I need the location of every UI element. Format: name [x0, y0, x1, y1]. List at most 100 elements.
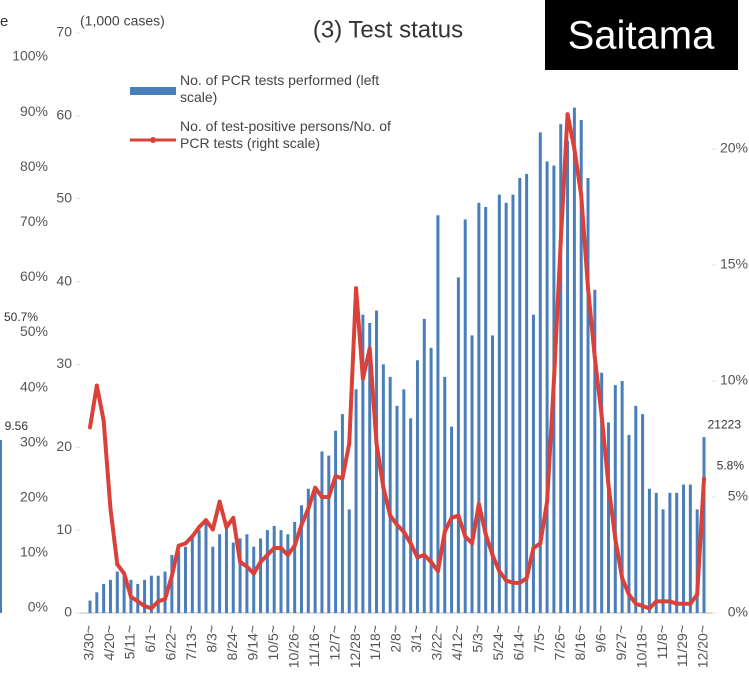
line-point — [210, 527, 215, 532]
bar — [545, 161, 549, 613]
line-point — [497, 569, 502, 574]
line-point — [319, 495, 324, 499]
line-point — [347, 441, 352, 446]
line-point — [667, 599, 672, 604]
x-tick-label: 5/3~ — [470, 625, 486, 653]
left-panel-tick: 100% — [12, 48, 48, 64]
bar — [634, 405, 638, 613]
line-point — [681, 601, 686, 606]
line-point — [128, 594, 133, 599]
value-label: 21223 — [708, 417, 742, 431]
bar — [149, 575, 153, 613]
y-tick-label: 50 — [56, 189, 72, 205]
line-point — [217, 499, 222, 504]
bar — [347, 509, 351, 613]
line-point — [565, 112, 570, 117]
x-tick-label: 5/24~ — [490, 625, 506, 660]
line-point — [326, 495, 331, 499]
legend-entry: No. of test-positive persons/No. of PCR … — [180, 118, 391, 151]
line-point — [476, 501, 481, 506]
x-tick-label: 12/7~ — [326, 625, 342, 660]
value-label: 5.8% — [717, 459, 745, 473]
bar — [252, 546, 256, 613]
bar — [190, 538, 194, 613]
x-tick-label: 10/18~ — [633, 625, 649, 668]
bar — [415, 360, 419, 613]
bar — [525, 173, 529, 613]
line-point — [142, 604, 147, 609]
line-point — [695, 592, 700, 597]
bar — [334, 430, 338, 613]
bar — [361, 314, 365, 613]
bar — [675, 492, 679, 613]
line-point — [388, 513, 393, 518]
line-point — [313, 485, 318, 490]
bar — [108, 579, 112, 613]
line-point — [395, 522, 399, 527]
line-point — [169, 573, 174, 578]
line-point — [633, 601, 638, 606]
bar — [606, 422, 610, 613]
line-point — [586, 286, 591, 291]
bar — [327, 455, 331, 613]
line-point — [517, 580, 522, 585]
bar — [204, 521, 208, 613]
badge: Saitama — [568, 14, 715, 58]
line-point — [510, 580, 515, 585]
line-point — [149, 606, 154, 611]
bar — [600, 372, 604, 613]
line-point — [354, 286, 359, 291]
cut-text: e — [0, 13, 8, 30]
bar — [436, 215, 440, 614]
x-tick-label: 8/16~ — [572, 625, 588, 660]
line-point — [244, 564, 249, 569]
bar — [470, 335, 474, 613]
x-tick-label: 7/13~ — [183, 625, 199, 660]
bar — [463, 219, 467, 613]
x-tick-label: 9/6~ — [592, 625, 608, 653]
bar — [518, 178, 522, 613]
y2-tick-label: 15% — [720, 256, 748, 272]
bar — [368, 323, 372, 613]
left-panel-label: 50.7% — [4, 310, 38, 324]
line-point — [674, 601, 679, 606]
line-point — [661, 599, 666, 604]
line-point — [429, 559, 434, 564]
line-point — [470, 541, 475, 546]
line-point — [599, 413, 604, 418]
bar — [538, 132, 542, 613]
bar — [245, 534, 249, 613]
bar — [265, 530, 269, 613]
bar — [641, 414, 645, 613]
bar — [647, 488, 651, 613]
y-tick-label: 70 — [56, 24, 72, 40]
x-tick-label: 11/16~ — [306, 625, 322, 667]
left-panel-tick: 80% — [20, 158, 48, 174]
line-point — [374, 441, 379, 446]
bar — [429, 347, 433, 613]
line-point — [545, 499, 550, 504]
line-point — [531, 546, 536, 551]
line-point — [647, 606, 652, 611]
bar — [491, 335, 495, 613]
bar — [559, 124, 563, 614]
bar — [497, 194, 501, 614]
y-tick-label: 0 — [64, 604, 72, 620]
bar — [238, 538, 242, 613]
line-point — [606, 483, 611, 488]
line-point — [504, 578, 509, 583]
line-point — [197, 525, 202, 530]
bar — [579, 120, 583, 613]
cut-bar — [0, 440, 2, 613]
bar — [572, 107, 576, 614]
x-tick-label: 12/28~ — [347, 625, 363, 668]
bar — [88, 600, 92, 613]
bar — [654, 492, 658, 613]
bar — [593, 289, 597, 613]
line-point — [381, 485, 386, 490]
x-tick-label: 11/8~ — [654, 625, 670, 659]
line-point — [408, 541, 413, 546]
bar — [197, 530, 201, 613]
